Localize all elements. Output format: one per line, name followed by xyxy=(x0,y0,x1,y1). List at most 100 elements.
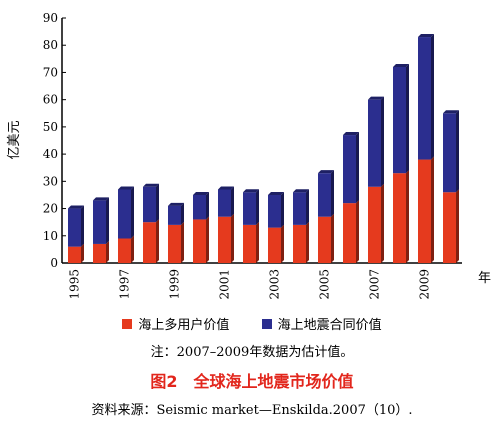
bar-multiuser-1998 xyxy=(143,222,156,263)
y-tick-label: 40 xyxy=(43,147,58,161)
bar-multiuser-2005-side xyxy=(331,213,334,263)
y-tick-label: 20 xyxy=(43,202,58,216)
bar-multiuser-1996 xyxy=(93,243,106,263)
bar-multiuser-2003-side xyxy=(281,224,284,263)
bar-top-2005 xyxy=(318,170,334,174)
bar-contract-1997-side xyxy=(131,186,134,239)
bar-contract-2004-side xyxy=(306,189,309,225)
bar-contract-1996-side xyxy=(106,197,109,244)
bar-multiuser-2001 xyxy=(218,216,231,263)
bar-top-2008 xyxy=(393,64,409,67)
figure-source: 资料来源：Seismic market—Enskilda.2007（10）. xyxy=(91,403,413,418)
bar-contract-2008 xyxy=(393,67,406,174)
bar-contract-2009-side xyxy=(431,34,434,160)
bar-contract-1999-side xyxy=(181,202,184,225)
bar-multiuser-2000-side xyxy=(206,216,209,263)
bar-top-2010 xyxy=(443,110,459,114)
legend-item-multiuser: 海上多用户价值 xyxy=(122,314,229,333)
bar-top-1998 xyxy=(143,183,159,187)
bar-multiuser-2002-side xyxy=(256,221,259,263)
bar-contract-1996 xyxy=(93,200,106,244)
bar-contract-2001 xyxy=(218,189,231,217)
x-axis-label: 年 xyxy=(478,271,491,286)
bar-top-1995 xyxy=(68,205,84,209)
bar-multiuser-2006-side xyxy=(356,200,359,263)
bar-top-1997 xyxy=(118,186,134,190)
x-tick-label-2007: 2007 xyxy=(368,269,382,300)
bar-multiuser-1997 xyxy=(118,238,131,263)
bar-contract-2000-side xyxy=(206,191,209,220)
x-tick-label-1999: 1999 xyxy=(168,269,182,300)
bar-top-2000 xyxy=(193,191,209,195)
bar-multiuser-1998-side xyxy=(156,219,159,263)
bar-contract-2002-side xyxy=(256,189,259,225)
x-tick-label-2009: 2009 xyxy=(418,269,432,300)
bar-contract-2005-side xyxy=(331,170,334,217)
bar-contract-2003 xyxy=(268,194,281,228)
bar-multiuser-2006 xyxy=(343,203,356,263)
chart-legend: 海上多用户价值 海上地震合同价值 xyxy=(0,314,504,333)
chart-note: 注：2007–2009年数据为估计值。 xyxy=(150,345,354,360)
x-tick-label-2001: 2001 xyxy=(218,269,232,300)
bar-contract-1998 xyxy=(143,186,156,223)
legend-item-contract: 海上地震合同价值 xyxy=(261,314,382,333)
bar-contract-2002 xyxy=(243,192,256,225)
y-tick-label: 30 xyxy=(43,174,58,188)
bar-contract-2001-side xyxy=(231,186,234,217)
legend-swatch-contract xyxy=(261,318,272,329)
legend-swatch-multiuser xyxy=(122,318,133,329)
bar-multiuser-2010-side xyxy=(456,189,459,263)
bar-contract-2010-side xyxy=(456,110,459,193)
y-tick-label: 80 xyxy=(43,38,58,52)
bar-multiuser-2005 xyxy=(318,216,331,263)
bar-contract-2008-side xyxy=(406,64,409,174)
bar-top-2004 xyxy=(293,189,309,193)
bar-multiuser-1999 xyxy=(168,224,181,263)
bar-multiuser-1996-side xyxy=(106,240,109,263)
bar-multiuser-2010 xyxy=(443,192,456,263)
bar-contract-1998-side xyxy=(156,183,159,223)
bar-contract-2006-side xyxy=(356,132,359,204)
y-tick-label: 10 xyxy=(43,229,58,243)
bar-multiuser-2002 xyxy=(243,224,256,263)
y-tick-label: 60 xyxy=(43,93,58,107)
chart-bars xyxy=(68,34,459,263)
bar-top-1996 xyxy=(93,197,109,201)
bar-multiuser-2009-side xyxy=(431,156,434,263)
bar-contract-2006 xyxy=(343,135,356,204)
bar-contract-2000 xyxy=(193,194,206,220)
bar-multiuser-2004-side xyxy=(306,221,309,263)
bar-multiuser-2009 xyxy=(418,159,431,263)
y-tick-label: 50 xyxy=(43,120,58,134)
bar-contract-1995-side xyxy=(81,205,84,247)
bar-multiuser-1999-side xyxy=(181,221,184,263)
bar-multiuser-1995-side xyxy=(81,243,84,263)
y-tick-label: 70 xyxy=(43,65,58,79)
figure-caption: 图2 全球海上地震市场价值 xyxy=(150,372,354,391)
x-tick-label-2003: 2003 xyxy=(268,269,282,300)
chart-labels: 0 10 20 30 40 50 60 70 80 90 亿美元 1995 1997 1999 2001 20… xyxy=(7,11,491,300)
legend-label-contract: 海上地震合同价值 xyxy=(277,318,382,333)
bar-top-2007 xyxy=(368,96,384,100)
bar-contract-2003-side xyxy=(281,191,284,228)
bar-contract-1997 xyxy=(118,189,131,239)
bar-contract-2010 xyxy=(443,113,456,193)
bar-top-2003 xyxy=(268,191,284,195)
y-tick-label: 90 xyxy=(43,11,58,25)
x-tick-label-2005: 2005 xyxy=(318,269,332,300)
bar-multiuser-2007 xyxy=(368,186,381,263)
bar-multiuser-2008-side xyxy=(406,170,409,263)
bar-multiuser-2003 xyxy=(268,227,281,263)
bar-multiuser-2001-side xyxy=(231,213,234,263)
y-tick-label: 0 xyxy=(50,256,58,270)
x-tick-label-1997: 1997 xyxy=(118,269,132,300)
bar-contract-2005 xyxy=(318,173,331,217)
bar-multiuser-2008 xyxy=(393,173,406,263)
bar-contract-2007-side xyxy=(381,96,384,187)
bar-multiuser-2007-side xyxy=(381,183,384,263)
bar-multiuser-2000 xyxy=(193,219,206,263)
bar-top-2009 xyxy=(418,34,434,38)
bar-contract-1999 xyxy=(168,205,181,225)
bar-multiuser-1997-side xyxy=(131,235,134,263)
